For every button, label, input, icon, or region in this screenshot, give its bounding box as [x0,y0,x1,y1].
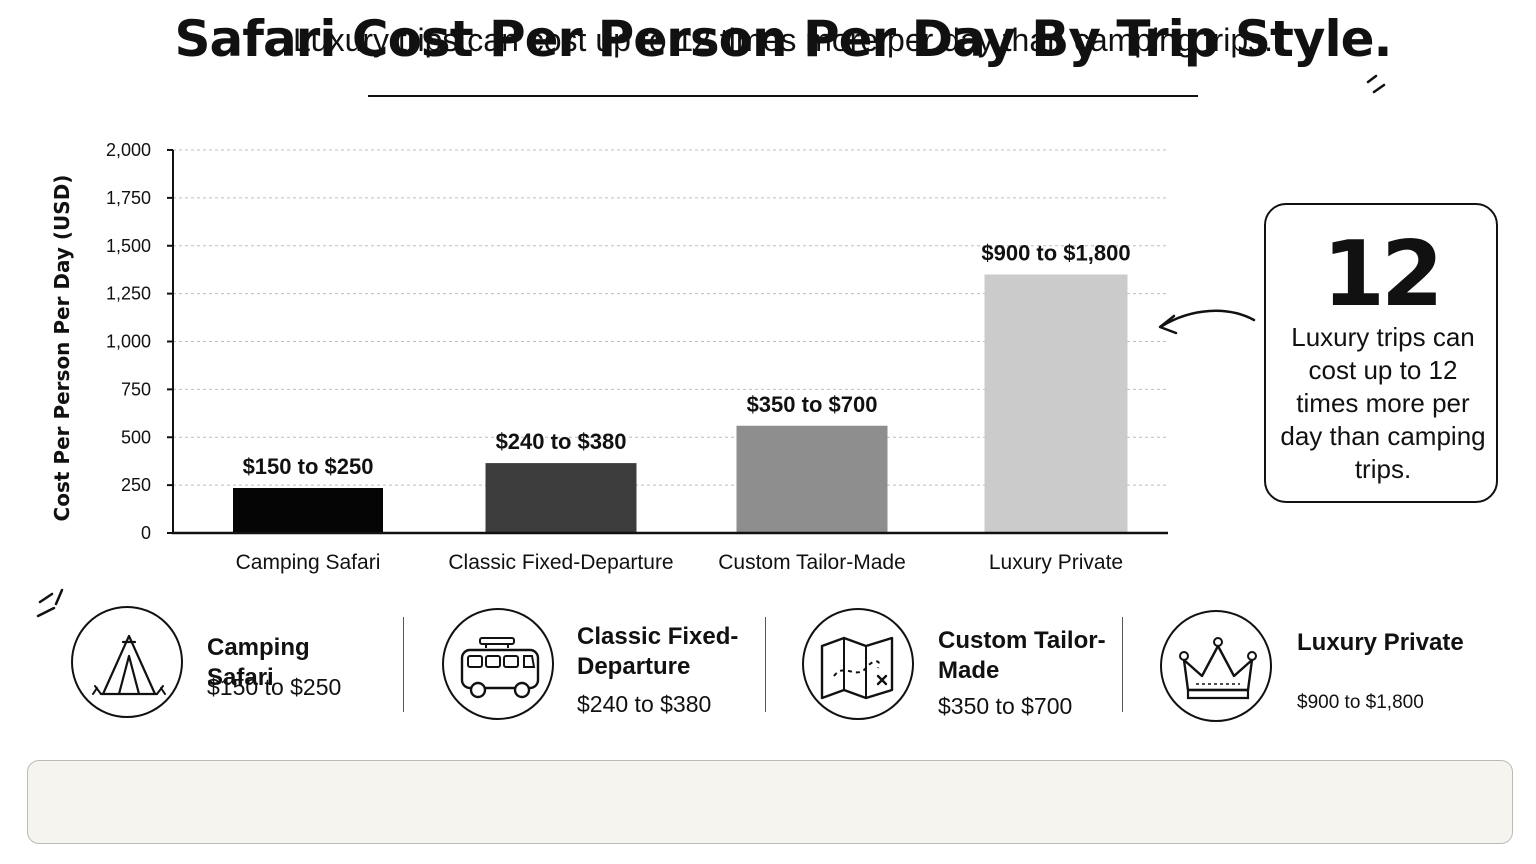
van-icon [442,608,554,720]
map-icon [802,608,914,720]
summary-separator [403,617,404,712]
summary-price-custom: $350 to $700 [938,693,1073,719]
y-tick-label: 0 [141,523,151,543]
bar-custom-tailor-made [736,425,888,533]
y-ticks: 0 250 500 750 1,000 1,250 1,500 1,750 2,000 [106,140,173,543]
summary-price-camping: $150 to $250 [207,674,342,700]
bar-camping-safari [233,487,383,533]
title-spark-mark [1366,74,1386,94]
bar-luxury-private [984,274,1128,533]
y-tick-label: 250 [121,475,151,495]
bar-chart: 0 250 500 750 1,000 1,250 1,500 1,750 2,000 $150… [50,140,1168,574]
callout-card: 12 Luxury trips can cost up to 12 times … [1264,203,1498,503]
banner-text: Luxury trips can cost up to 12 times mor… [292,22,1273,58]
y-axis-title: Cost Per Person Per Day (USD) [50,175,74,522]
summary-separator [765,617,766,712]
tent-icon [71,606,183,718]
callout-text: Luxury trips can cost up to 12 times mor… [1280,322,1486,484]
bar-classic-fixed-departure [485,463,637,533]
x-category-label: Custom Tailor-Made [718,551,906,574]
x-category-label: Classic Fixed-Departure [448,551,673,574]
y-tick-label: 500 [121,427,151,447]
callout-arrow [1158,309,1256,335]
y-tick-label: 2,000 [106,140,151,160]
summary-banner [27,760,1513,844]
title-underline [368,95,1198,97]
summary-name-luxury: Luxury Private [1297,629,1464,656]
page-title: Safari Cost Per Person Per Day By Trip S… [174,10,1392,68]
summary-name-camping: Camping Safari [207,634,310,691]
bars [233,274,1128,533]
summary-price-luxury: $900 to $1,800 [1297,692,1424,713]
data-label: $150 to $250 [243,454,374,479]
summary-name-custom: Custom Tailor-Made [938,627,1106,684]
callout-number: 12 [1322,222,1443,327]
data-label: $240 to $380 [496,429,627,454]
data-labels: $150 to $250 $240 to $380 $350 to $700 $900… [243,240,1131,479]
summary-name-classic: Classic Fixed-Departure [577,623,739,680]
y-tick-label: 750 [121,379,151,399]
crown-icon [1160,610,1272,722]
y-tick-label: 1,000 [106,332,151,352]
data-label: $900 to $1,800 [981,240,1130,265]
y-tick-label: 1,250 [106,284,151,304]
summary-price-classic: $240 to $380 [577,691,712,717]
y-tick-label: 1,750 [106,188,151,208]
x-category-label: Camping Safari [236,551,381,574]
x-category-label: Luxury Private [989,551,1123,574]
data-label: $350 to $700 [747,392,878,417]
y-tick-label: 1,500 [106,236,151,256]
category-labels: Camping Safari Classic Fixed-Departure Cus… [236,551,1123,574]
summary-separator [1122,617,1123,712]
left-spark-mark [36,588,64,618]
